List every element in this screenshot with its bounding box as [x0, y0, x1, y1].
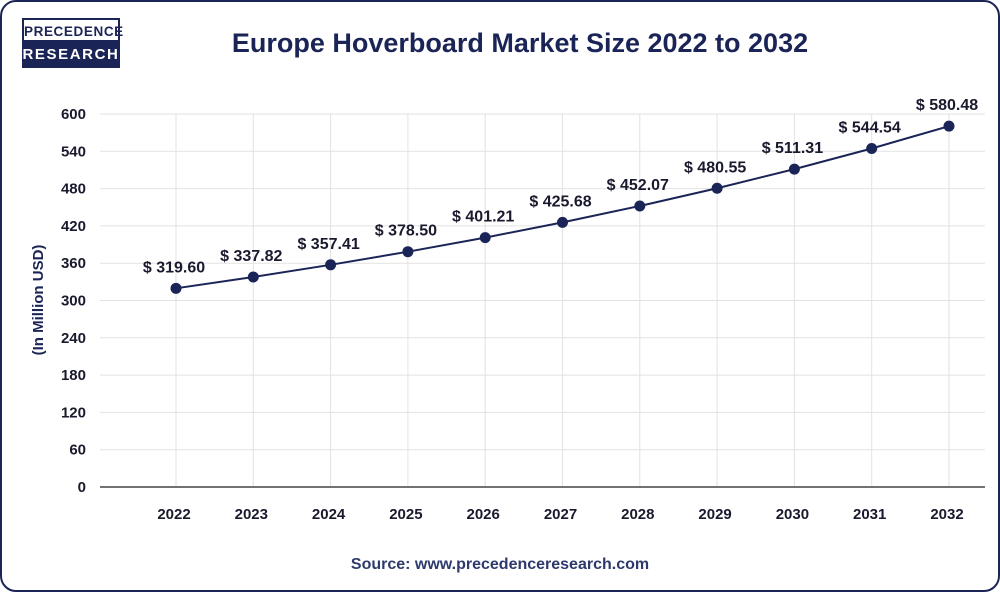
data-point — [711, 182, 723, 194]
data-label: $ 319.60 — [143, 259, 205, 276]
y-tick-label: 240 — [61, 330, 86, 347]
x-tick-label: 2022 — [157, 506, 190, 523]
x-tick-label: 2027 — [544, 506, 577, 523]
x-tick-label: 2032 — [930, 506, 963, 523]
data-label: $ 357.41 — [297, 236, 359, 253]
data-label: $ 425.68 — [529, 193, 591, 210]
y-tick-label: 0 — [78, 479, 86, 496]
y-tick-label: 180 — [61, 367, 86, 384]
x-tick-label: 2030 — [776, 506, 809, 523]
y-axis-label: (In Million USD) — [30, 245, 47, 356]
x-tick-label: 2024 — [312, 506, 346, 523]
data-label: $ 401.21 — [452, 209, 514, 226]
y-tick-label: 300 — [61, 293, 86, 310]
chart-title: Europe Hoverboard Market Size 2022 to 20… — [231, 28, 809, 58]
data-label: $ 378.50 — [375, 223, 437, 240]
y-tick-label: 600 — [61, 106, 86, 123]
data-label: $ 480.55 — [684, 159, 746, 176]
data-point — [170, 282, 182, 294]
data-point — [479, 232, 491, 244]
data-label: $ 452.07 — [607, 177, 669, 194]
data-labels: $ 319.60 $ 337.82 $ 357.41 $ 378.50 $ 401.21… — [143, 97, 978, 276]
y-tick-label: 480 — [61, 181, 86, 198]
x-tick-label: 2029 — [698, 506, 731, 523]
y-tick-label: 420 — [61, 218, 86, 235]
brand-logo-line1: PRECEDENCE — [22, 18, 123, 42]
y-tick-label: 120 — [61, 404, 86, 421]
data-point — [634, 200, 646, 212]
data-label: $ 511.31 — [762, 140, 824, 157]
source-note: Source: www.precedenceresearch.com — [350, 556, 650, 573]
x-tick-label: 2026 — [467, 506, 500, 523]
data-point — [866, 142, 878, 154]
brand-logo-line2: RESEARCH — [22, 42, 120, 68]
grid-lines — [100, 113, 985, 487]
x-tick-label: 2031 — [853, 506, 886, 523]
x-tick-label: 2023 — [235, 506, 268, 523]
data-point — [247, 271, 259, 283]
data-point — [325, 259, 337, 271]
y-tick-label: 60 — [69, 442, 86, 459]
axes: 0 60 120 180 240 300 360 420 480 540 600 2022 2023 20… — [61, 106, 985, 523]
data-label: $ 337.82 — [220, 248, 282, 265]
y-tick-label: 360 — [61, 255, 86, 272]
y-tick-label: 540 — [61, 143, 86, 160]
data-point — [402, 246, 414, 258]
data-point — [557, 216, 568, 228]
data-label: $ 580.48 — [916, 97, 978, 114]
data-points — [170, 120, 955, 294]
x-tick-label: 2028 — [621, 506, 654, 523]
data-point — [943, 120, 955, 132]
data-point — [788, 163, 800, 175]
brand-logo: PRECEDENCE RESEARCH — [22, 18, 123, 70]
data-label: $ 544.54 — [839, 119, 901, 136]
x-tick-label: 2025 — [389, 506, 422, 523]
